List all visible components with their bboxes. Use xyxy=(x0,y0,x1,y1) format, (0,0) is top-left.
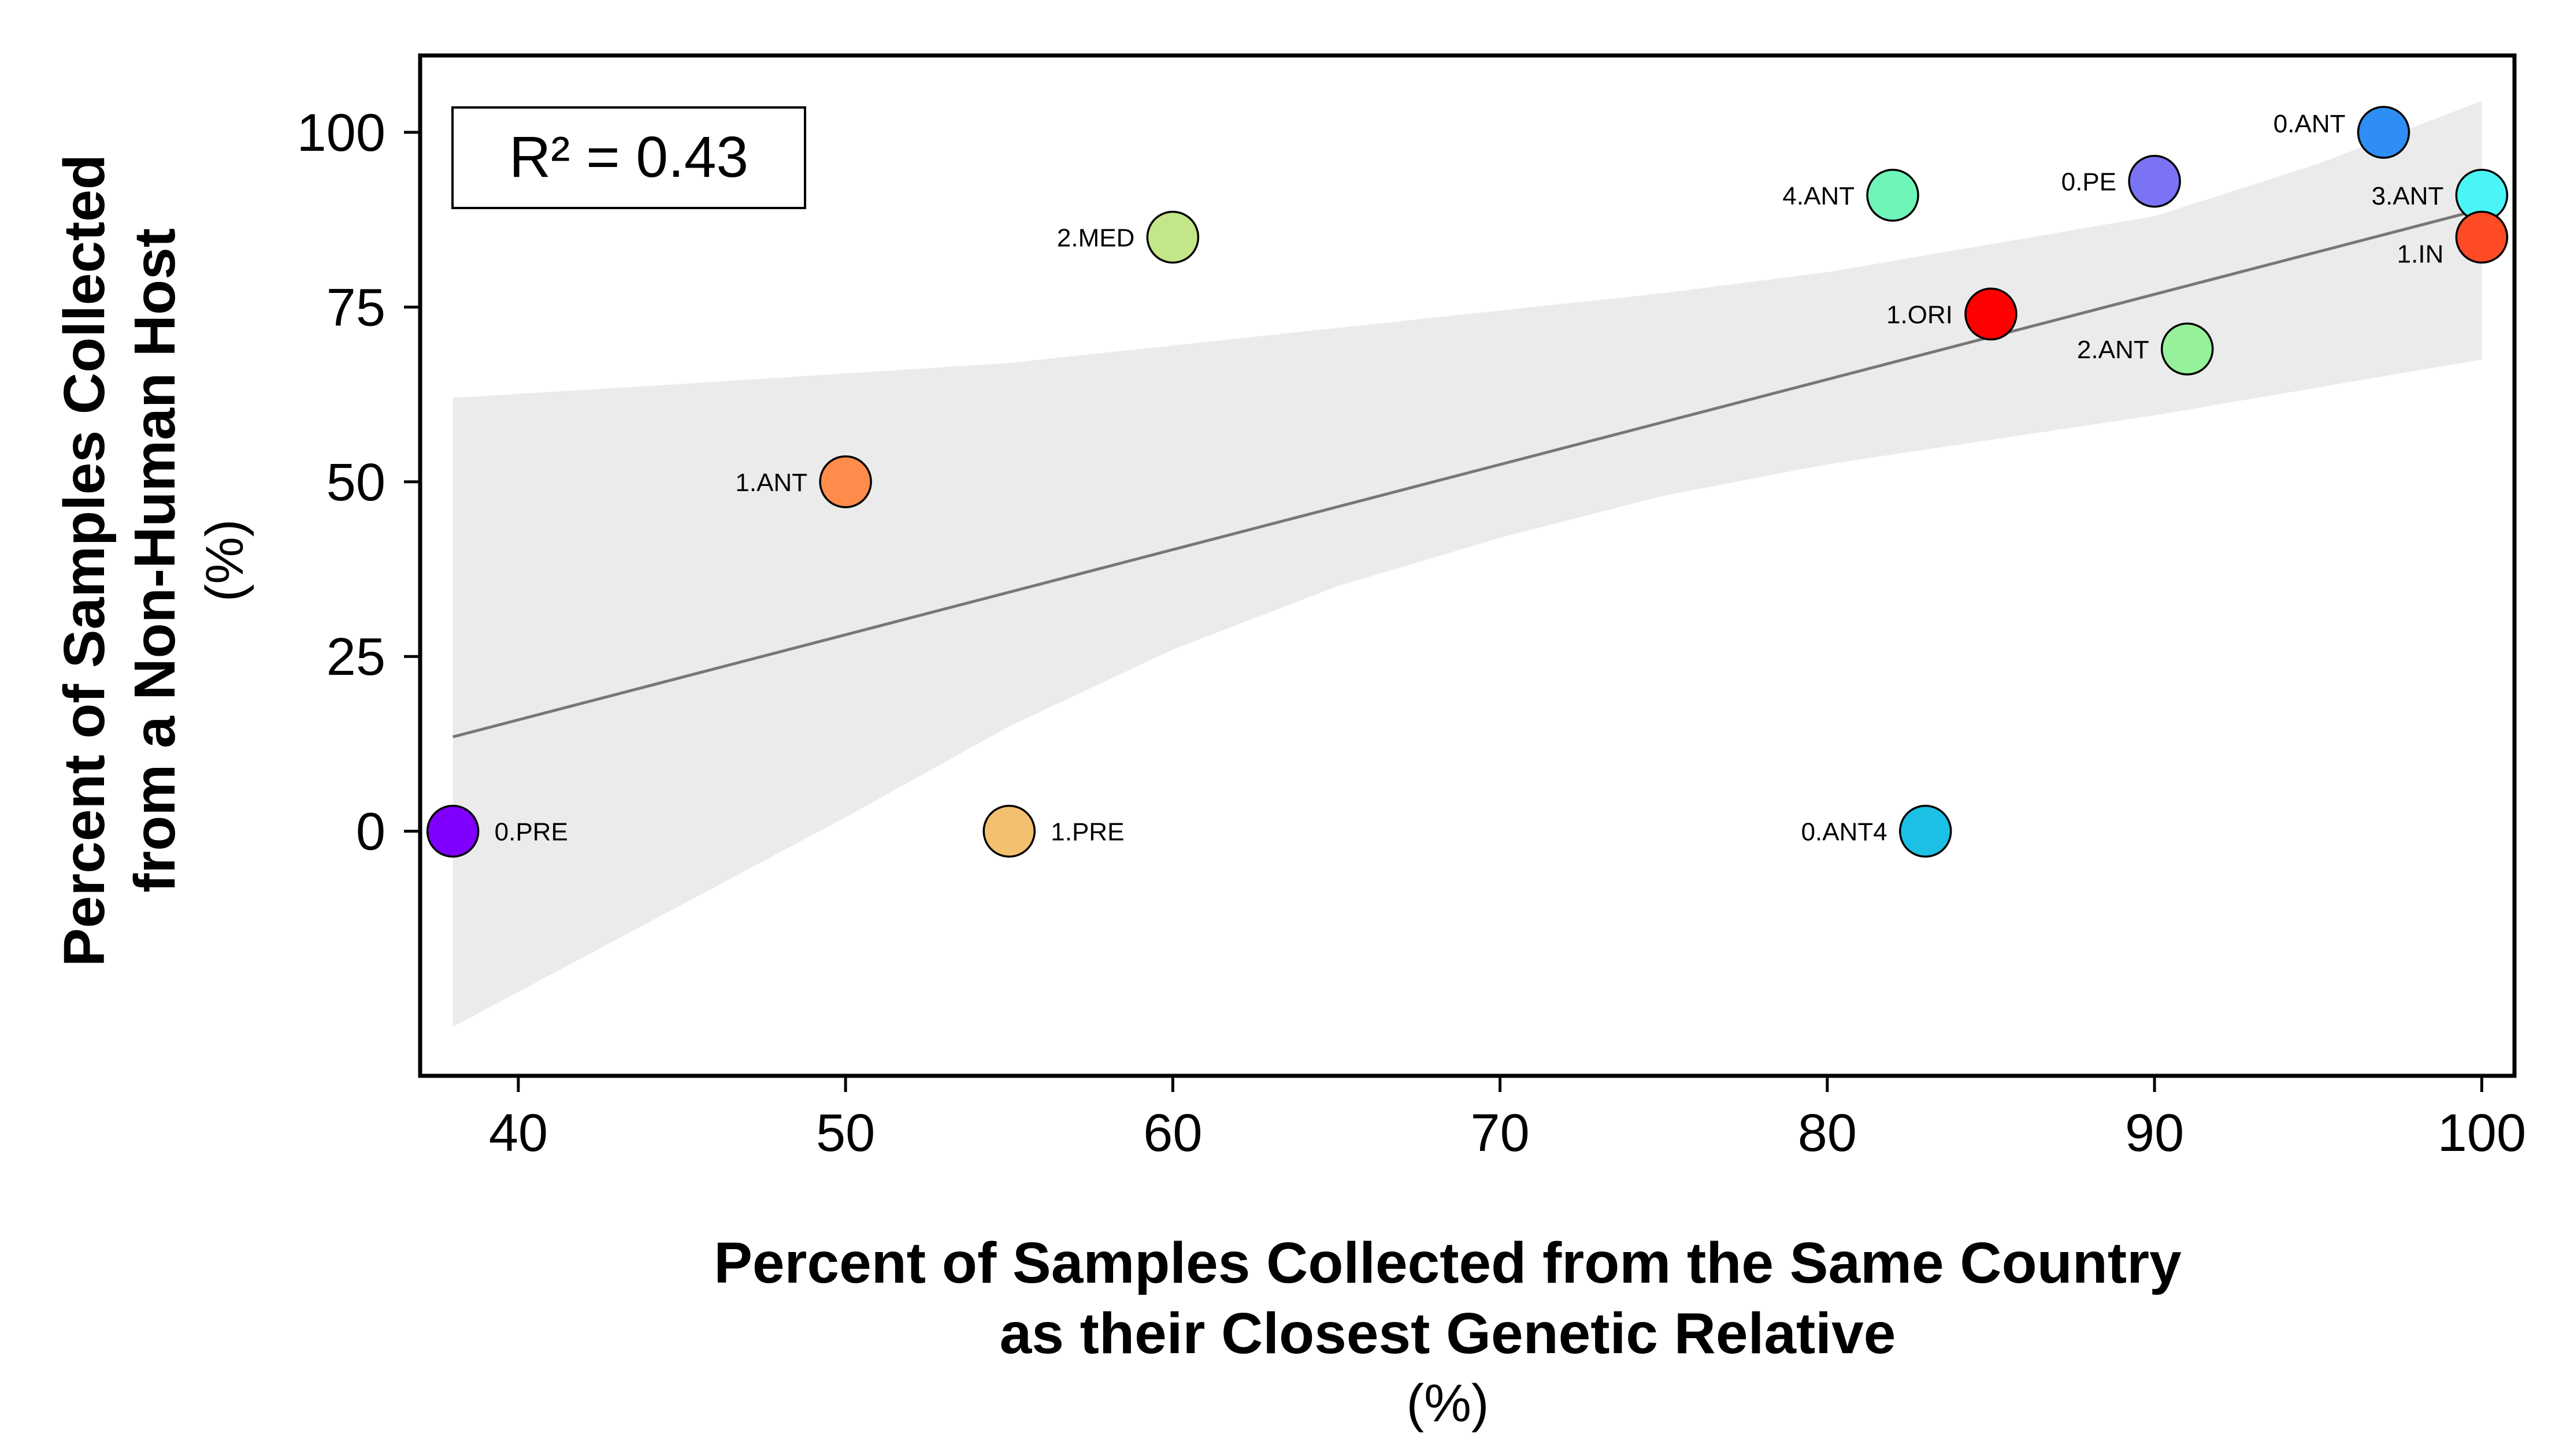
data-point-1-pre xyxy=(982,804,1036,858)
data-label-2-med: 2.MED xyxy=(1057,224,1134,252)
trendline-layer xyxy=(452,207,2483,738)
regression-line xyxy=(452,207,2483,738)
data-point-0-pre xyxy=(426,804,480,858)
y-axis-ticks: 0 25 50 75 100 xyxy=(297,103,420,861)
data-point-0-ant xyxy=(2357,106,2410,159)
y-axis-title: Percent of Samples Collected from a Non-… xyxy=(52,154,254,967)
data-point-2-med xyxy=(1146,210,1200,264)
y-tick-label: 25 xyxy=(327,627,385,686)
data-label-0-ant: 0.ANT xyxy=(2273,110,2346,138)
data-point-4-ant xyxy=(1866,169,1919,222)
data-label-1-ori: 1.ORI xyxy=(1886,301,1953,329)
x-tick-label: 60 xyxy=(1143,1104,1202,1162)
data-label-1-pre: 1.PRE xyxy=(1051,818,1124,846)
data-label-0-pre: 0.PRE xyxy=(495,818,568,846)
y-axis-title-line-1: Percent of Samples Collected xyxy=(52,154,117,967)
y-axis-title-line-2: from a Non-Human Host xyxy=(123,228,187,893)
data-label-4-ant: 4.ANT xyxy=(1782,182,1855,210)
r-squared-annotation: R² = 0.43 xyxy=(451,106,806,209)
data-point-0-ant4 xyxy=(1899,804,1952,858)
x-axis-ticks: 40 50 60 70 80 90 100 xyxy=(489,1076,2526,1162)
y-axis-unit: (%) xyxy=(195,519,254,601)
y-tick-label: 100 xyxy=(297,103,386,162)
y-tick-label: 50 xyxy=(327,453,385,512)
data-point-1-ant xyxy=(819,455,872,508)
data-point-2-ant xyxy=(2161,322,2214,376)
data-point-1-in xyxy=(2455,210,2509,264)
x-tick-label: 90 xyxy=(2125,1104,2184,1162)
data-point-0-pe xyxy=(2128,154,2181,208)
x-axis-title-line-2: as their Closest Genetic Relative xyxy=(1000,1301,1896,1366)
r-squared-text: R² = 0.43 xyxy=(509,125,748,190)
x-tick-label: 40 xyxy=(489,1104,548,1162)
data-label-3-ant: 3.ANT xyxy=(2372,182,2444,210)
data-label-2-ant: 2.ANT xyxy=(2077,336,2149,364)
x-tick-label: 50 xyxy=(816,1104,875,1162)
data-label-0-pe: 0.PE xyxy=(2061,168,2116,196)
data-label-1-in: 1.IN xyxy=(2397,240,2444,268)
data-points-layer xyxy=(426,106,2509,858)
data-point-1-ori xyxy=(1964,287,2017,341)
y-tick-label: 75 xyxy=(327,278,385,337)
x-tick-label: 80 xyxy=(1798,1104,1857,1162)
x-tick-label: 70 xyxy=(1470,1104,1529,1162)
data-label-1-ant: 1.ANT xyxy=(735,469,807,497)
x-tick-label: 100 xyxy=(2438,1104,2527,1162)
point-labels-layer: 0.PRE 1.ANT 1.PRE 2.MED 4.ANT 0.ANT4 1.ORI 0.PE… xyxy=(495,110,2444,846)
x-axis-title-line-1: Percent of Samples Collected from the Sa… xyxy=(714,1231,2182,1295)
x-axis-unit: (%) xyxy=(1406,1374,1489,1433)
r-squared-box xyxy=(451,106,806,209)
plot-frame xyxy=(418,53,2517,1078)
x-axis-title: Percent of Samples Collected from the Sa… xyxy=(714,1231,2182,1433)
y-tick-label: 0 xyxy=(356,803,385,861)
data-label-0-ant4: 0.ANT4 xyxy=(1801,818,1887,846)
